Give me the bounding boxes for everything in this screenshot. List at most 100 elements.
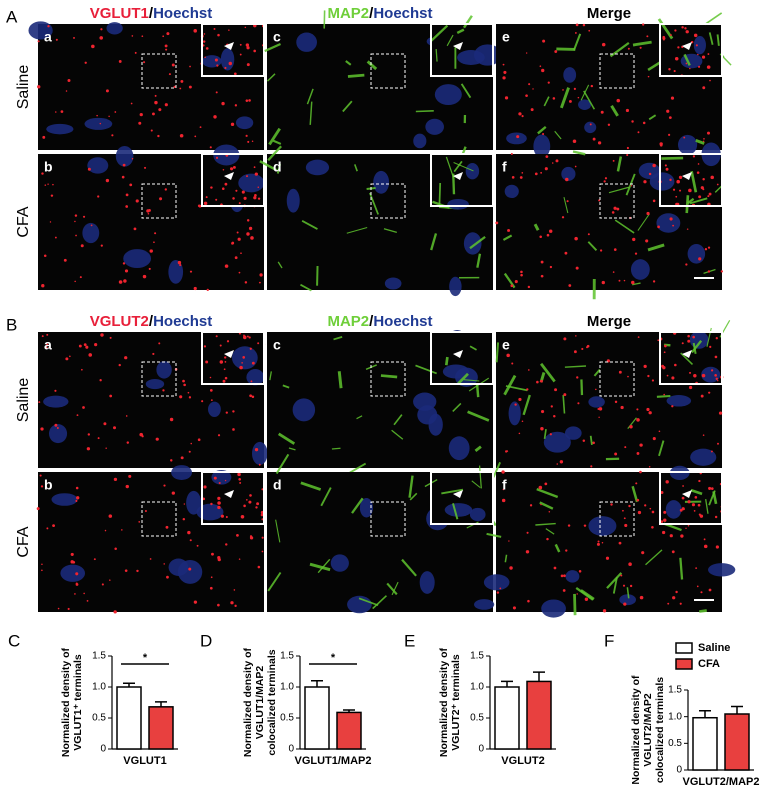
nucleus [235,116,254,130]
puncta [224,376,228,380]
y-axis-label: Normalized density of [60,647,72,757]
puncta [218,481,221,485]
puncta [546,537,549,541]
puncta [632,237,636,242]
micrograph [496,12,732,158]
puncta [257,342,260,345]
dendrite [536,488,559,499]
puncta [105,447,107,449]
puncta [637,336,640,339]
puncta [698,195,702,199]
puncta [704,248,708,251]
puncta [717,442,719,445]
puncta [674,56,679,61]
puncta [702,86,706,90]
puncta [577,402,580,405]
header-part: Hoechst [153,5,212,22]
nucleus [171,465,193,480]
puncta [47,183,49,185]
puncta [193,29,198,33]
puncta [687,500,691,504]
legend-swatch [675,658,693,670]
arrowhead [453,490,463,498]
puncta [637,510,642,515]
puncta [629,425,633,429]
puncta [710,175,714,180]
puncta [639,443,643,447]
y-tick-label: 1.0 [92,682,106,693]
puncta [613,206,617,210]
puncta [506,450,509,453]
puncta [233,589,236,591]
puncta [101,583,104,586]
puncta [164,103,168,107]
y-axis-label: VGLUT1/MAP2 [254,666,266,740]
puncta [261,550,264,553]
puncta [629,584,633,588]
puncta [667,602,670,605]
puncta [536,380,539,384]
puncta [584,597,589,601]
subpanel-letter: b [44,477,53,493]
puncta [255,506,258,509]
puncta [173,85,176,88]
puncta [179,133,184,138]
nucleus [46,123,74,135]
puncta [565,177,569,182]
puncta [94,343,98,347]
puncta [506,353,510,358]
puncta [681,496,685,500]
puncta [100,28,103,31]
puncta [689,371,692,374]
puncta [504,96,509,100]
puncta [698,65,701,68]
nucleus [425,118,444,135]
puncta [542,132,545,136]
puncta [639,46,642,49]
micrograph [36,465,265,614]
puncta [706,131,711,135]
puncta [239,53,242,56]
dendrite [267,571,282,592]
puncta [88,353,93,357]
puncta [249,494,252,497]
puncta [189,65,191,68]
y-tick-label: 1.5 [92,651,106,662]
puncta [616,98,621,103]
puncta [521,115,524,118]
puncta [193,286,197,291]
puncta [203,345,207,348]
y-axis-label: Normalized density of [438,647,450,757]
row-label: CFA [15,206,32,237]
nucleus [474,599,495,610]
inset-border [430,23,494,77]
puncta [169,417,174,422]
puncta [614,452,618,456]
roi-box [370,53,406,89]
puncta [217,496,221,501]
dendrite [275,453,290,475]
puncta [714,374,717,377]
error-bar [123,682,135,687]
puncta [125,415,128,417]
puncta [225,516,228,519]
roi-box [141,361,177,397]
puncta [649,507,652,510]
dendrite [276,163,282,174]
dendrite [456,28,465,35]
dendrite [372,595,388,610]
puncta [238,558,241,560]
puncta [182,379,185,383]
puncta [99,122,102,125]
puncta [602,609,607,613]
puncta [511,362,514,365]
puncta [143,166,147,169]
puncta [575,335,577,337]
puncta [118,60,122,63]
puncta [548,511,551,513]
puncta [706,65,711,69]
puncta [163,563,165,565]
dendrite [300,481,322,491]
inset-border [201,153,265,207]
y-tick-label: 0.5 [668,738,682,749]
